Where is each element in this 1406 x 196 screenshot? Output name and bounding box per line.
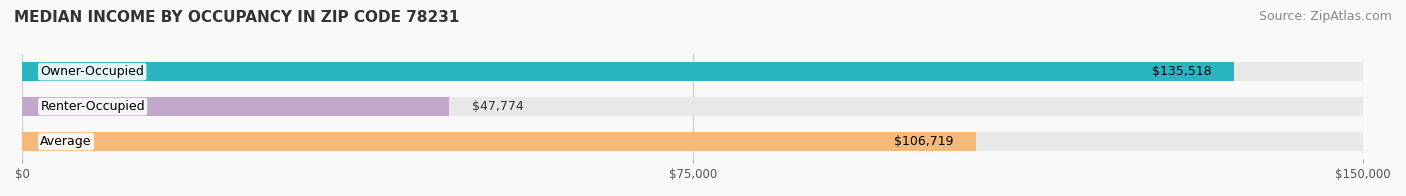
Text: Source: ZipAtlas.com: Source: ZipAtlas.com [1258, 10, 1392, 23]
Text: Renter-Occupied: Renter-Occupied [41, 100, 145, 113]
Bar [22, 132, 976, 151]
Text: Average: Average [41, 135, 91, 148]
Text: $47,774: $47,774 [472, 100, 523, 113]
Bar [22, 62, 1233, 81]
Bar [22, 97, 450, 116]
Text: $135,518: $135,518 [1152, 65, 1212, 78]
Text: Owner-Occupied: Owner-Occupied [41, 65, 145, 78]
Bar [22, 97, 1364, 116]
Text: MEDIAN INCOME BY OCCUPANCY IN ZIP CODE 78231: MEDIAN INCOME BY OCCUPANCY IN ZIP CODE 7… [14, 10, 460, 25]
Bar [22, 62, 1364, 81]
Text: $106,719: $106,719 [894, 135, 955, 148]
Bar [22, 132, 1364, 151]
